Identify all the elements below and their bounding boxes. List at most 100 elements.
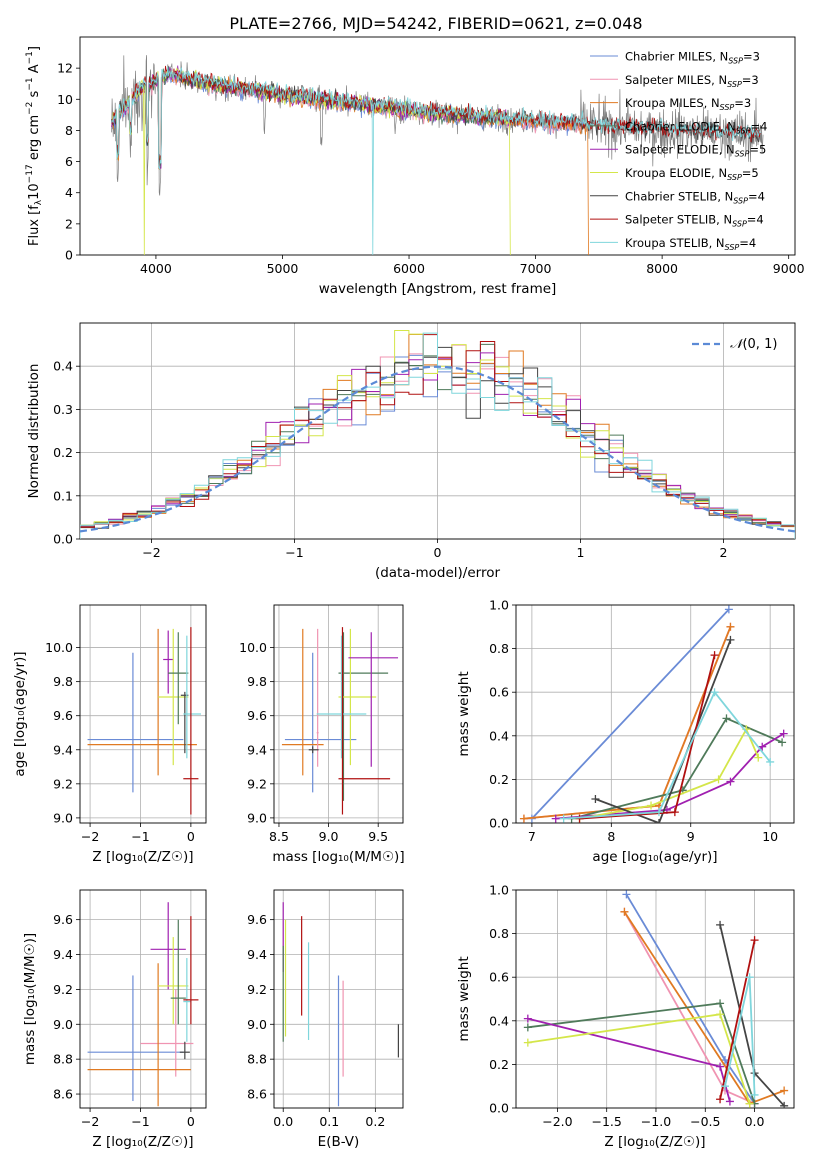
weight-marker-chabrier-elodie (716, 999, 725, 1008)
weight-marker-chabrier-elodie (778, 738, 787, 747)
weight-lines (523, 890, 789, 1108)
y-tick-label: 9.6 (247, 912, 267, 927)
y-tick-label: 9.4 (247, 742, 267, 757)
model-spectrum-kroupa-elodie (111, 67, 511, 255)
weight-line-kroupa-stelib (563, 690, 771, 820)
legend-label: Kroupa MILES, NSSP=3 (625, 96, 751, 112)
weight-marker-chabrier-stelib (716, 920, 725, 929)
figure-title: PLATE=2766, MJD=54242, FIBERID=0621, z=0… (229, 14, 642, 33)
weight-marker-kroupa-elodie (523, 1038, 532, 1047)
x-tick-label: 8000 (646, 261, 678, 276)
weight-marker-kroupa-elodie (754, 753, 763, 762)
y-tick-label: 10.0 (239, 640, 267, 655)
weight-marker-salpeter-stelib (716, 1095, 725, 1104)
axes-frame (79, 889, 207, 1109)
weight-marker-chabrier-stelib (654, 819, 663, 823)
y-tick-label: 1.0 (489, 598, 509, 613)
errorbars (282, 902, 399, 1107)
y-tick-label: 10.0 (45, 640, 73, 655)
weight-vs-metallicity-panel: −2.0 −1.5 −1.0 −0.5 0.0 0.0 0.2 0.4 0.6 0.8 1.0 Z [… (456, 883, 795, 1150)
weight-marker-kroupa-miles (620, 907, 629, 916)
y-tick-label: 0.8 (489, 926, 509, 941)
y-tick-label: 9.4 (53, 742, 73, 757)
legend-label: Chabrier STELIB, NSSP=4 (625, 189, 765, 205)
ticks: 4000 5000 6000 7000 8000 9000 0 2 4 6 8 10 12 (57, 61, 805, 276)
weight-marker-salpeter-stelib (575, 814, 584, 823)
x-tick-label: −1 (131, 1114, 149, 1129)
weight-marker-chabrier-elodie (523, 1023, 532, 1032)
y-tick-label: 8.6 (53, 1087, 73, 1102)
weight-line-chabrier-miles (531, 608, 730, 820)
x-axis-label: wavelength [Angstrom, rest frame] (319, 281, 557, 297)
grid (516, 889, 794, 1109)
x-tick-label: 0 (187, 829, 195, 844)
weight-line-salpeter-elodie (555, 732, 785, 820)
weight-marker-salpeter-elodie (758, 742, 767, 751)
y-tick-label: 0.2 (489, 772, 509, 787)
spectrum-legend: Chabrier MILES, NSSP=3 Salpeter MILES, NS… (590, 50, 767, 252)
ticks: −2 −1 0 1 2 0.0 0.1 0.2 0.3 0.4 (53, 359, 727, 560)
y-tick-label: 9.0 (53, 810, 73, 825)
weight-marker-kroupa-stelib (750, 1090, 759, 1099)
weight-marker-chabrier-miles (724, 605, 733, 614)
grid (274, 605, 403, 823)
weight-marker-kroupa-elodie (647, 801, 656, 810)
x-tick-label: −2.0 (542, 1114, 572, 1129)
model-spectrum-kroupa-stelib (111, 66, 762, 255)
x-axis-label: (data-model)/error (375, 565, 501, 581)
y-tick-label: 0.3 (53, 402, 73, 417)
weight-marker-chabrier-elodie (722, 714, 731, 723)
weight-lines (519, 605, 788, 823)
errorbars (281, 627, 399, 815)
weight-marker-kroupa-stelib (766, 757, 775, 766)
y-tick-label: 9.2 (247, 776, 267, 791)
ticks: −2 −1 0 8.6 8.8 9.0 9.2 9.4 9.6 (53, 912, 195, 1129)
spectrum-panel: 4000 5000 6000 7000 8000 9000 0 2 4 6 8 10 12 wavelen… (25, 36, 805, 297)
y-tick-label: 0.2 (53, 445, 73, 460)
x-tick-label: −1 (131, 829, 149, 844)
x-axis-label: Z [log₁₀(Z/Z☉)] (92, 1134, 193, 1150)
y-tick-label: 9.8 (53, 674, 73, 689)
x-tick-label: −1 (285, 545, 303, 560)
y-tick-label: 0.1 (53, 488, 73, 503)
axes-frame (79, 322, 796, 540)
x-tick-label: 9.0 (319, 829, 339, 844)
axes-frame (273, 604, 404, 824)
weight-marker-chabrier-stelib (591, 795, 600, 804)
y-tick-label: 0.0 (53, 532, 73, 547)
weight-line-kroupa-stelib (724, 977, 756, 1095)
x-tick-label: 5000 (267, 261, 299, 276)
normal-curve (80, 365, 795, 533)
y-tick-label: 0.6 (489, 970, 509, 985)
y-axis-label: mass [log₁₀(M/M☉)] (22, 933, 38, 1065)
y-tick-label: 9.6 (53, 708, 73, 723)
weight-line-salpeter-stelib (719, 939, 756, 1100)
weight-marker-chabrier-miles (720, 1056, 729, 1065)
x-tick-label: 0.0 (745, 1114, 765, 1129)
weight-marker-kroupa-stelib (720, 1082, 729, 1091)
weight-marker-kroupa-elodie (714, 775, 723, 784)
weight-marker-kroupa-elodie (745, 1099, 754, 1108)
weight-marker-kroupa-stelib (745, 973, 754, 982)
weight-marker-kroupa-stelib (710, 688, 719, 697)
y-tick-label: 1.0 (489, 883, 509, 898)
x-tick-label: −1.0 (641, 1114, 671, 1129)
weight-line-kroupa-miles (623, 911, 785, 1105)
y-tick-label: 0.2 (489, 1057, 509, 1072)
legend-label: Salpeter MILES, NSSP=3 (625, 73, 759, 89)
y-tick-label: 0.8 (489, 641, 509, 656)
y-axis-label: Normed distribution (26, 364, 42, 499)
axes-frame (273, 889, 404, 1109)
weight-marker-salpeter-elodie (551, 814, 560, 823)
x-tick-label: 0.0 (273, 1114, 293, 1129)
y-tick-label: 0.4 (489, 728, 509, 743)
x-tick-label: 4000 (140, 261, 172, 276)
y-tick-label: 4 (65, 185, 73, 200)
y-tick-label: 9.4 (53, 947, 73, 962)
y-tick-label: 2 (65, 216, 73, 231)
y-tick-label: 9.6 (247, 708, 267, 723)
x-axis-label: age [log₁₀(age/yr)] (592, 849, 717, 865)
axes-frame (79, 604, 207, 824)
